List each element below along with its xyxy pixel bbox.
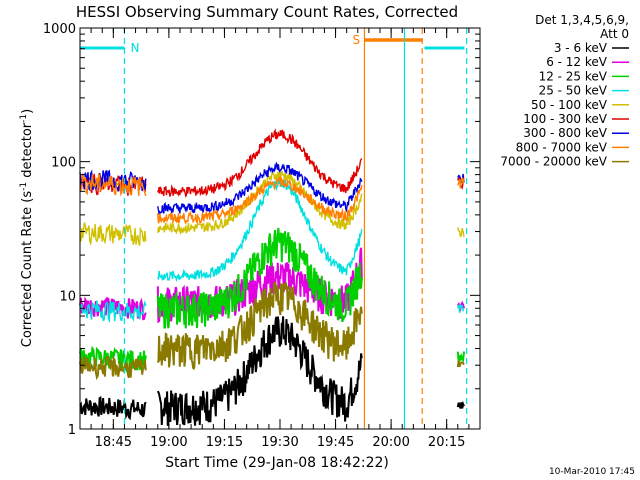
y-tick-label: 1 <box>68 423 76 438</box>
legend-label-2: 12 - 25 keV <box>539 69 608 83</box>
legend-label-1: 6 - 12 keV <box>546 55 608 69</box>
series-line-3 <box>79 178 465 324</box>
x-tick-label: 19:45 <box>317 435 354 450</box>
x-tick-label: 19:30 <box>261 435 298 450</box>
y-tick-label: 1000 <box>43 22 76 37</box>
x-axis-label: Start Time (29-Jan-08 18:42:22) <box>165 455 389 471</box>
series-line-7 <box>79 172 465 225</box>
chart-title: HESSI Observing Summary Count Rates, Cor… <box>76 3 458 21</box>
x-tick-label: 18:45 <box>95 435 132 450</box>
plot-area: NS <box>79 28 468 429</box>
legend-label-8: 7000 - 20000 keV <box>500 155 607 169</box>
x-tick-label: 19:00 <box>150 435 187 450</box>
legend-label-3: 25 - 50 keV <box>539 84 608 98</box>
y-tick-label: 100 <box>51 156 76 171</box>
series-line-8 <box>79 281 465 381</box>
legend-header-line2: Att 0 <box>600 27 629 41</box>
legend-label-5: 100 - 300 keV <box>523 112 607 126</box>
x-axis-ticks: 18:45 19:00 19:15 19:30 19:45 20:00 20:15 <box>90 28 470 450</box>
saa-flag-label: S <box>352 33 360 47</box>
x-tick-label: 20:00 <box>372 435 409 450</box>
x-tick-label: 20:15 <box>428 435 465 450</box>
y-axis-ticks: 1 10 100 1000 <box>43 22 480 438</box>
footer-date: 10-Mar-2010 17:45 <box>549 467 635 477</box>
x-tick-label: 19:15 <box>206 435 243 450</box>
night-flag-label: N <box>130 41 139 55</box>
legend-label-7: 800 - 7000 keV <box>516 140 608 154</box>
series-line-0 <box>79 316 465 426</box>
y-tick-label: 10 <box>59 289 76 304</box>
legend-header-line1: Det 1,3,4,5,6,9, <box>535 13 629 27</box>
legend-label-0: 3 - 6 keV <box>554 41 608 55</box>
legend-label-6: 300 - 800 keV <box>523 126 607 140</box>
legend-label-4: 50 - 100 keV <box>531 98 608 112</box>
y-axis-label: Corrected Count Rate (s-1 detector-1) <box>19 109 35 347</box>
